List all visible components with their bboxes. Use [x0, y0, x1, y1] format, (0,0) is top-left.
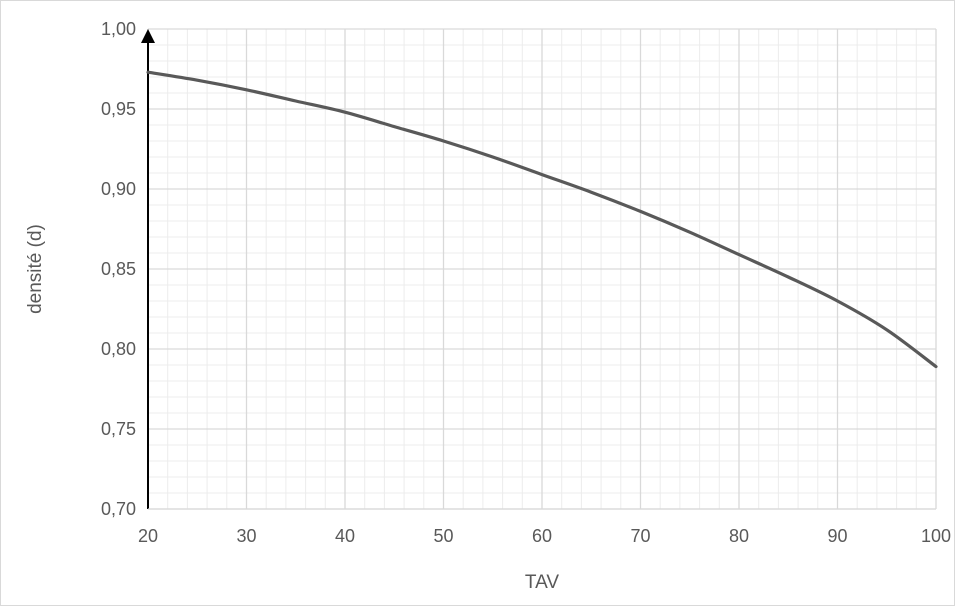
- x-tick-label: 50: [433, 526, 453, 546]
- x-tick-label: 100: [921, 526, 951, 546]
- x-tick-label: 70: [630, 526, 650, 546]
- grid: [147, 28, 937, 510]
- y-axis-label: densité (d): [25, 224, 46, 314]
- y-tick-label: 1,00: [101, 19, 136, 39]
- y-tick-label: 0,95: [101, 99, 136, 119]
- x-tick-label: 30: [236, 526, 256, 546]
- series-lines: [146, 70, 938, 369]
- y-tick-label: 0,80: [101, 339, 136, 359]
- tick-labels: 20 30 40 50 60 70 80 90 100 0,70 0,75 0,80 0,85 0,90 0…: [101, 19, 951, 546]
- series-line: [146, 70, 938, 369]
- y-tick-label: 0,85: [101, 259, 136, 279]
- x-tick-label: 90: [827, 526, 847, 546]
- x-tick-label: 20: [138, 526, 158, 546]
- x-axis-label: TAV: [525, 572, 559, 593]
- y-tick-label: 0,90: [101, 179, 136, 199]
- x-tick-label: 40: [335, 526, 355, 546]
- axes: [141, 29, 936, 510]
- x-tick-label: 60: [532, 526, 552, 546]
- y-axis-arrow-icon: [141, 29, 155, 43]
- y-tick-label: 0,75: [101, 419, 136, 439]
- x-tick-label: 80: [729, 526, 749, 546]
- y-tick-label: 0,70: [101, 499, 136, 519]
